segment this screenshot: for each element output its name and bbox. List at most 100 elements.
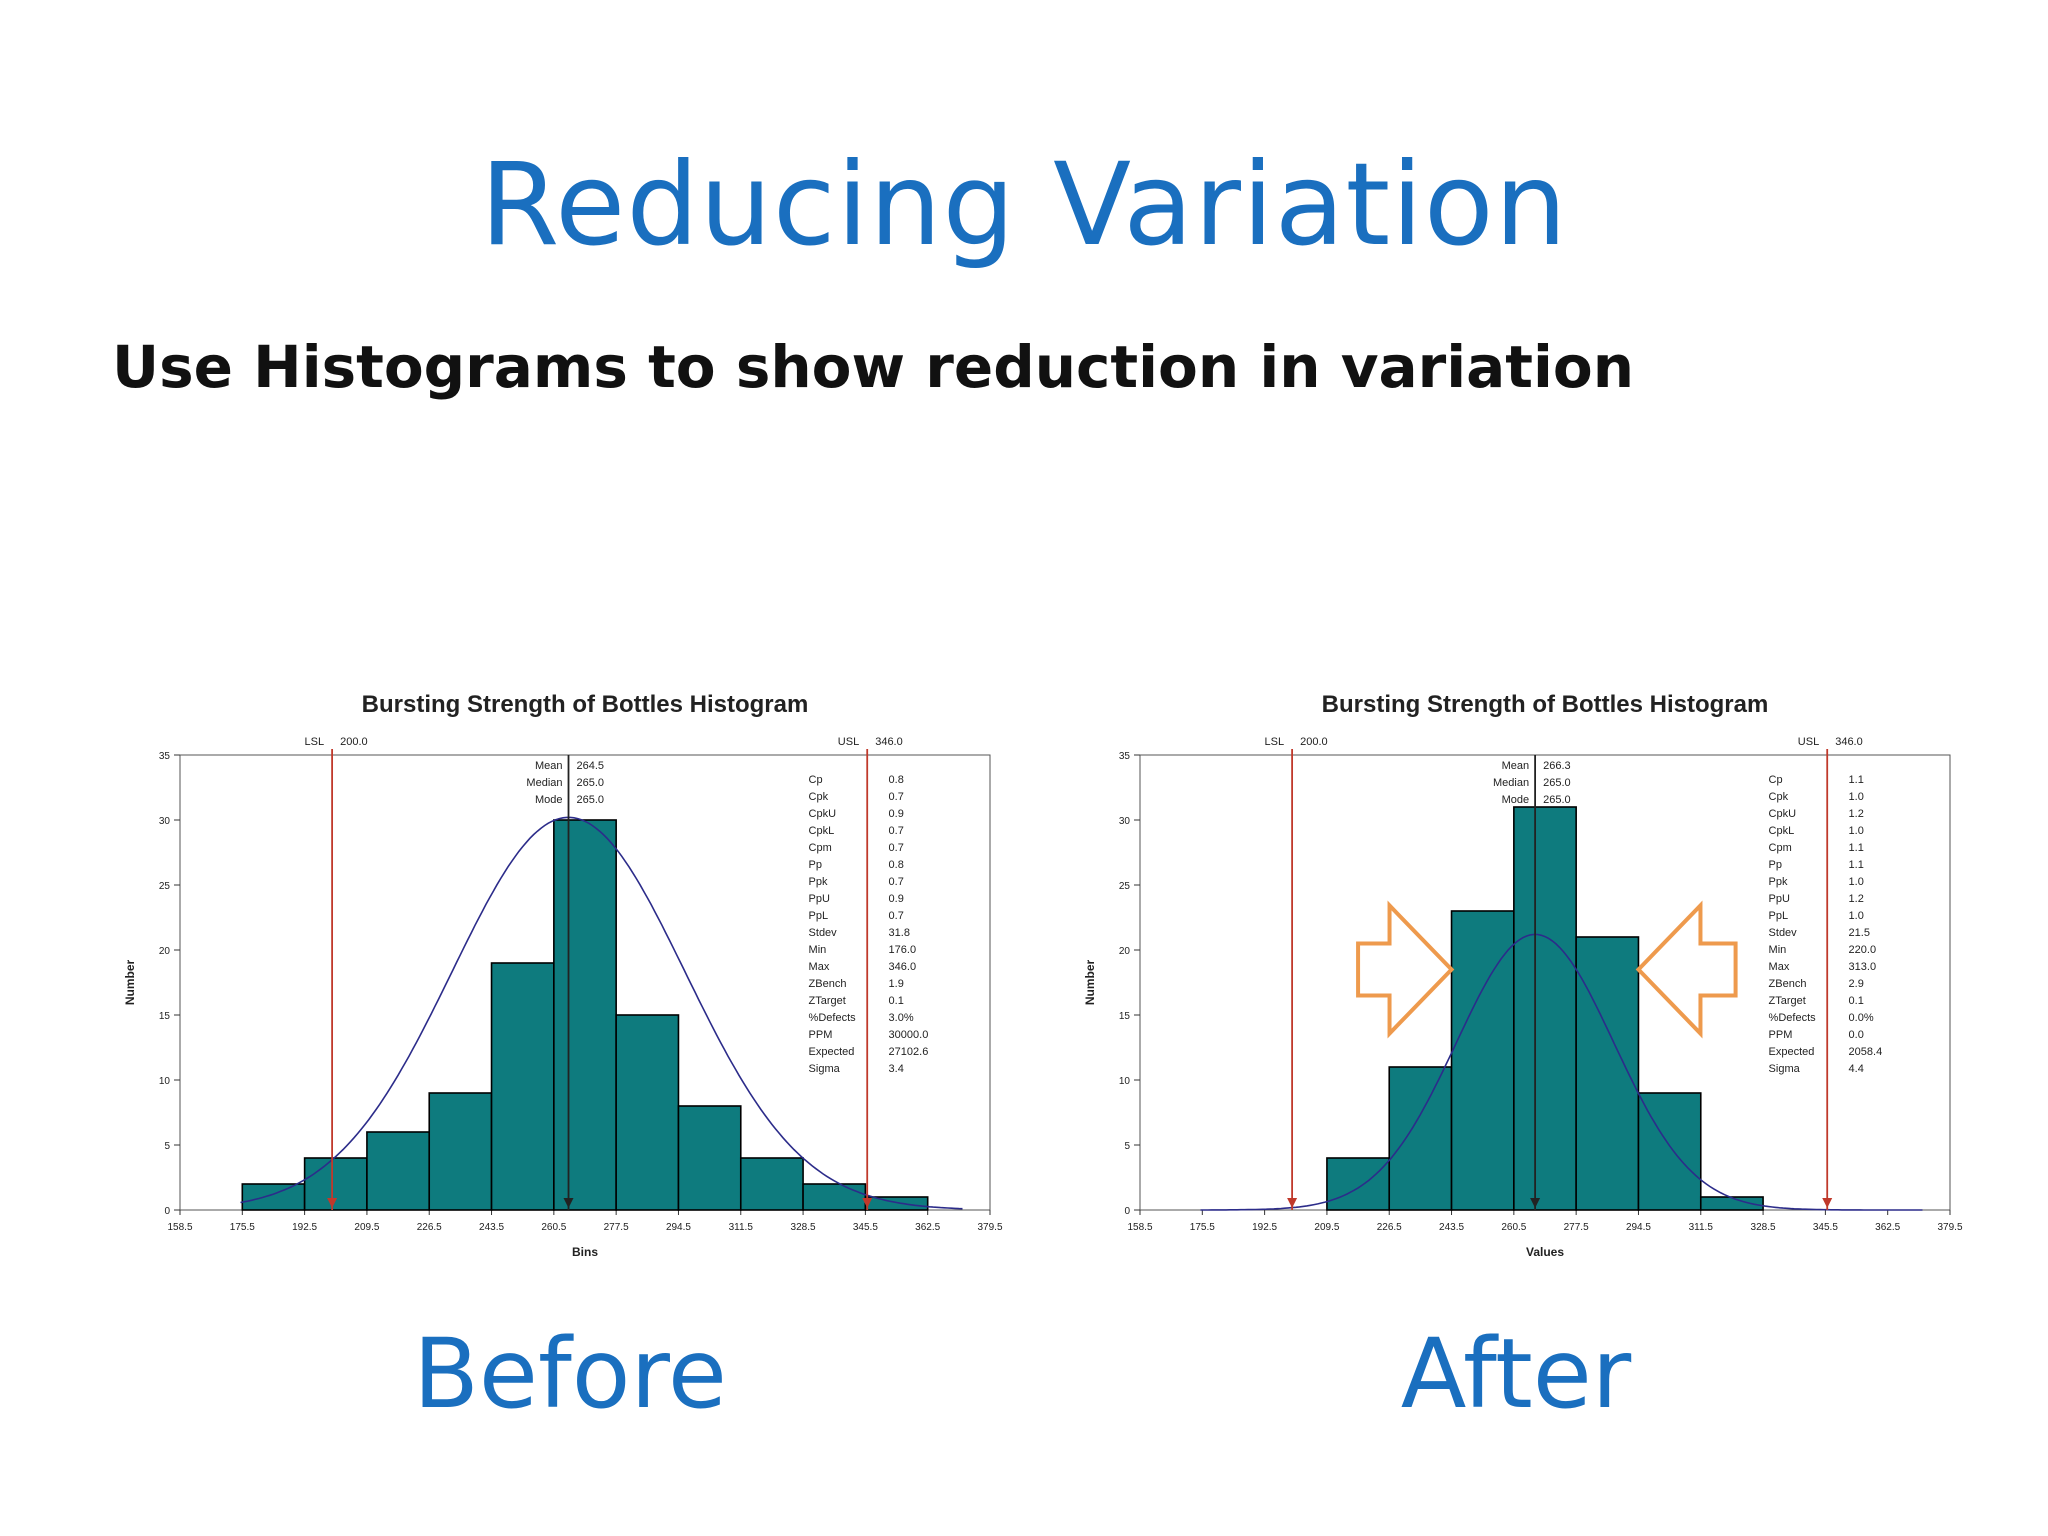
lsl-label: LSL xyxy=(305,736,325,748)
x-tick-label: 277.5 xyxy=(604,1222,629,1233)
y-tick-label: 20 xyxy=(1119,946,1131,957)
stat-value: 0.8 xyxy=(889,774,904,786)
stat-label: Stdev xyxy=(809,927,838,939)
stat-value: 1.1 xyxy=(1849,842,1864,854)
stat-value: 27102.6 xyxy=(889,1046,929,1058)
stat-value: 1.0 xyxy=(1849,825,1864,837)
stat-value: 31.8 xyxy=(889,927,910,939)
x-tick-label: 260.5 xyxy=(1501,1222,1526,1233)
mean-arrowhead xyxy=(1530,1198,1541,1208)
lsl-arrowhead xyxy=(327,1198,338,1208)
stat-label: Max xyxy=(809,961,830,973)
stat-label: PpL xyxy=(1769,910,1789,922)
y-tick-label: 30 xyxy=(1119,816,1131,827)
stat-label: Cp xyxy=(1769,774,1783,786)
y-tick-label: 5 xyxy=(1124,1141,1130,1152)
mean-arrowhead xyxy=(563,1198,574,1208)
stat-value: 1.0 xyxy=(1849,876,1864,888)
stat-label: CpkL xyxy=(809,825,835,837)
histogram-bar xyxy=(303,1157,368,1211)
histogram-bar xyxy=(739,1157,804,1211)
stat-label: Cpm xyxy=(809,842,832,854)
y-tick-label: 10 xyxy=(159,1076,171,1087)
stat-label: PpU xyxy=(1769,893,1790,905)
histogram-bar xyxy=(615,1014,680,1211)
stat-label: Ppk xyxy=(1769,876,1788,888)
stat-value: 0.8 xyxy=(889,859,904,871)
stat-value: 176.0 xyxy=(889,944,917,956)
x-tick-label: 243.5 xyxy=(1439,1222,1464,1233)
stat-value: 0.7 xyxy=(889,910,904,922)
histogram-bar xyxy=(366,1131,431,1211)
stat-value: 1.1 xyxy=(1849,774,1864,786)
stat-label: ZTarget xyxy=(1769,995,1806,1007)
y-tick-label: 0 xyxy=(164,1206,170,1217)
stat-label: Pp xyxy=(1769,859,1782,871)
y-tick-label: 10 xyxy=(1119,1076,1131,1087)
histogram-bar xyxy=(802,1183,867,1211)
x-tick-label: 294.5 xyxy=(1626,1222,1651,1233)
histogram-bar xyxy=(1513,806,1577,1211)
usl-arrowhead xyxy=(1822,1198,1833,1208)
y-tick-label: 35 xyxy=(159,751,171,762)
stat-label: Cp xyxy=(809,774,823,786)
x-tick-label: 158.5 xyxy=(167,1222,192,1233)
stat-label: PpL xyxy=(809,910,829,922)
stat-value: 0.9 xyxy=(889,808,904,820)
x-tick-label: 175.5 xyxy=(1190,1222,1215,1233)
center-stat-value: 265.0 xyxy=(1543,777,1571,789)
center-stat-value: 266.3 xyxy=(1543,760,1571,772)
x-tick-label: 345.5 xyxy=(1813,1222,1838,1233)
stat-label: Cpm xyxy=(1769,842,1792,854)
y-tick-label: 5 xyxy=(164,1141,170,1152)
lsl-value: 200.0 xyxy=(1300,736,1328,748)
y-tick-label: 30 xyxy=(159,816,171,827)
stat-label: ZTarget xyxy=(809,995,846,1007)
stat-label: Expected xyxy=(809,1046,855,1058)
usl-label: USL xyxy=(838,736,859,748)
stat-value: 0.7 xyxy=(889,842,904,854)
usl-label: USL xyxy=(1798,736,1819,748)
stat-value: 2.9 xyxy=(1849,978,1864,990)
center-stat-label: Mode xyxy=(535,794,563,806)
stat-value: 21.5 xyxy=(1849,927,1870,939)
stat-value: 0.7 xyxy=(889,791,904,803)
stat-value: 1.2 xyxy=(1849,893,1864,905)
stat-value: 0.7 xyxy=(889,876,904,888)
y-tick-label: 35 xyxy=(1119,751,1131,762)
x-tick-label: 277.5 xyxy=(1564,1222,1589,1233)
y-tick-label: 0 xyxy=(1124,1206,1130,1217)
y-axis-label: Number xyxy=(123,960,137,1006)
normal-curve xyxy=(240,816,963,1210)
y-tick-label: 15 xyxy=(1119,1011,1131,1022)
stat-label: %Defects xyxy=(1769,1012,1817,1024)
chart-title: Bursting Strength of Bottles Histogram xyxy=(362,691,809,718)
stat-label: Sigma xyxy=(1769,1063,1801,1075)
x-tick-label: 192.5 xyxy=(1252,1222,1277,1233)
stat-value: 0.0 xyxy=(1849,1029,1864,1041)
histogram-bar xyxy=(490,962,555,1211)
x-tick-label: 379.5 xyxy=(977,1222,1002,1233)
center-stat-value: 265.0 xyxy=(577,794,605,806)
stat-label: Expected xyxy=(1769,1046,1815,1058)
x-tick-label: 328.5 xyxy=(791,1222,816,1233)
squeeze-arrow-left xyxy=(1635,900,1738,1039)
x-tick-label: 260.5 xyxy=(541,1222,566,1233)
stat-label: CpkL xyxy=(1769,825,1795,837)
histogram-bar xyxy=(1326,1157,1391,1211)
x-tick-label: 226.5 xyxy=(1377,1222,1402,1233)
histogram-bar xyxy=(677,1105,742,1211)
x-axis-label: Bins xyxy=(572,1245,598,1259)
center-stat-label: Median xyxy=(1493,777,1529,789)
usl-value: 346.0 xyxy=(875,736,903,748)
x-axis-label: Values xyxy=(1526,1245,1564,1259)
stat-value: 2058.4 xyxy=(1849,1046,1883,1058)
stat-value: 3.0% xyxy=(889,1012,914,1024)
y-tick-label: 25 xyxy=(1119,881,1131,892)
stat-label: Ppk xyxy=(809,876,828,888)
x-tick-label: 379.5 xyxy=(1937,1222,1962,1233)
histogram-bar xyxy=(553,819,617,1211)
stat-label: PPM xyxy=(809,1029,833,1041)
center-stat-label: Mean xyxy=(535,760,563,772)
stat-label: ZBench xyxy=(809,978,847,990)
